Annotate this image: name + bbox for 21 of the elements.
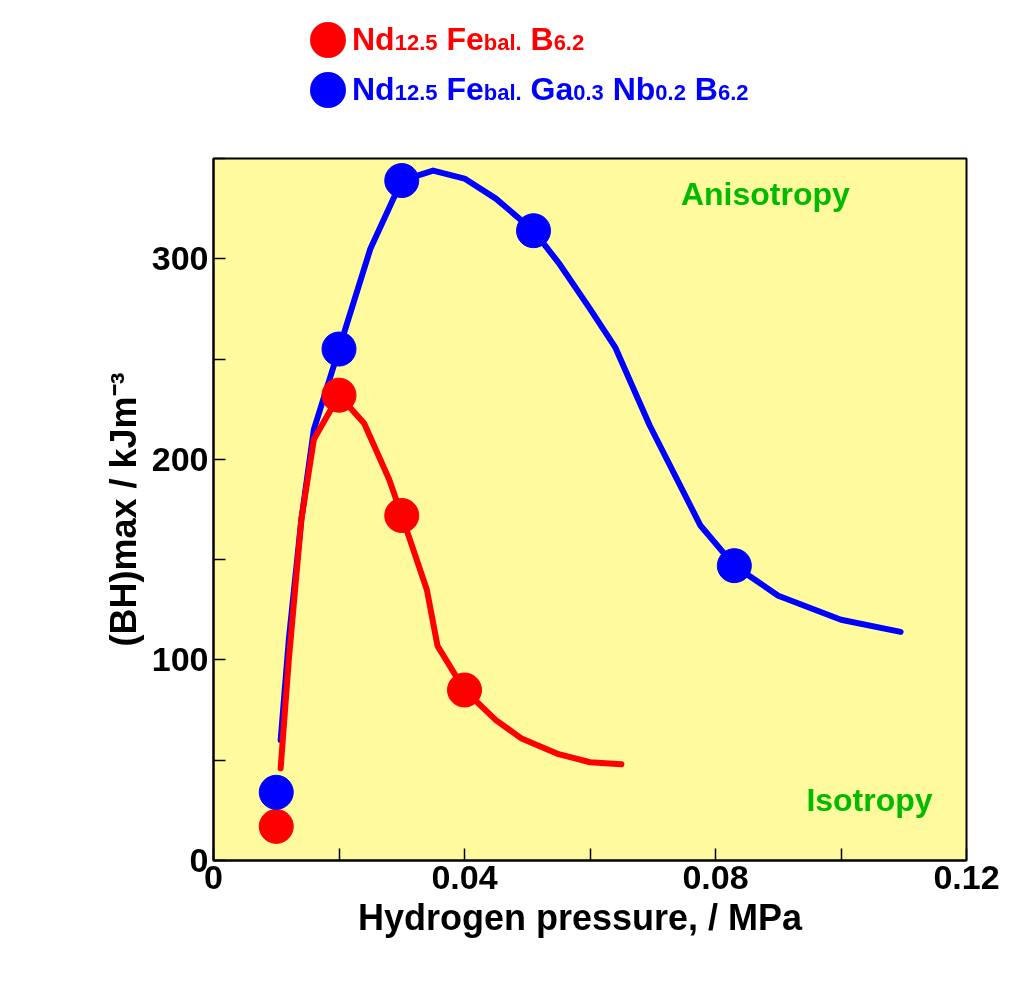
point bbox=[516, 213, 552, 249]
y-axis-title: (BH)max / kJm⁻³ bbox=[102, 372, 144, 647]
x-tick-label: 0.08 bbox=[682, 857, 749, 896]
annotation: Isotropy bbox=[806, 782, 933, 819]
annotation: Anisotropy bbox=[680, 176, 850, 213]
x-tick-label: 0.04 bbox=[431, 857, 498, 896]
point bbox=[321, 377, 357, 413]
point bbox=[716, 548, 752, 584]
x-axis-title: Hydrogen pressure, / MPa bbox=[357, 896, 804, 938]
y-tick-label: 100 bbox=[151, 640, 209, 679]
y-tick-label: 300 bbox=[151, 239, 209, 278]
point bbox=[447, 672, 482, 708]
legend-label: Nd12.5 Febal. B6.2 bbox=[352, 20, 585, 60]
point bbox=[258, 808, 294, 844]
x-tick-label: 0.12 bbox=[933, 857, 1000, 896]
point bbox=[258, 774, 294, 810]
text: Nd12.5 Febal. Ga0.3 Nb0.2 B6.2 bbox=[352, 71, 749, 108]
point bbox=[384, 163, 420, 199]
y-tick-label: 200 bbox=[151, 439, 209, 478]
point bbox=[384, 498, 420, 533]
point bbox=[321, 331, 357, 367]
